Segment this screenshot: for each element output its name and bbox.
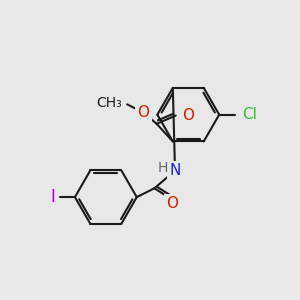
Text: O: O: [137, 105, 149, 120]
Text: N: N: [169, 163, 181, 178]
Text: O: O: [182, 108, 194, 123]
Text: CH₃: CH₃: [96, 96, 122, 110]
Text: H: H: [158, 161, 168, 175]
Text: O: O: [166, 196, 178, 211]
Text: Cl: Cl: [242, 107, 257, 122]
Text: I: I: [50, 188, 55, 206]
